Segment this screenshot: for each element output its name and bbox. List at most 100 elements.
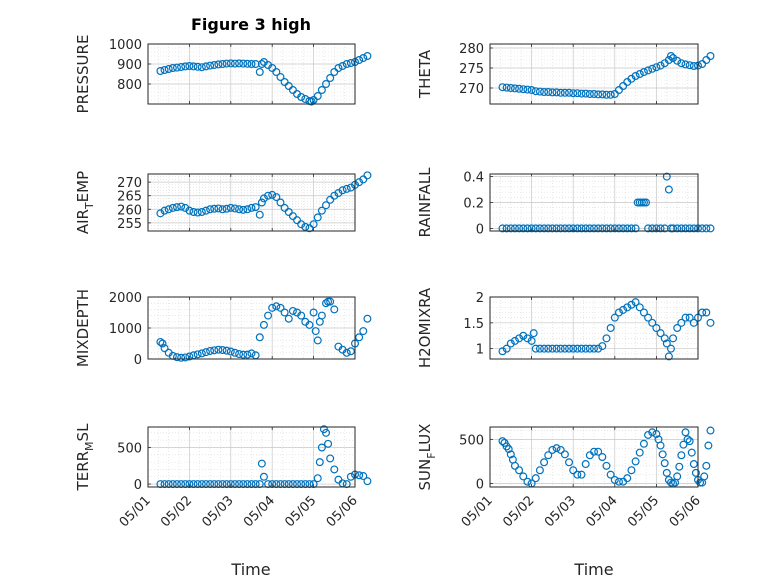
data-point — [214, 204, 223, 213]
data-point — [660, 334, 669, 343]
data-point — [268, 63, 277, 72]
data-point — [594, 90, 603, 99]
data-point — [255, 210, 264, 219]
data-point — [656, 224, 665, 233]
y-tick-label: 500 — [117, 441, 142, 456]
data-point — [527, 224, 536, 233]
data-point — [619, 81, 628, 90]
data-point — [606, 224, 615, 233]
y-tick-label: 265 — [117, 190, 142, 205]
data-point — [635, 448, 644, 457]
data-point — [610, 89, 619, 98]
data-point — [268, 190, 277, 199]
data-point — [656, 441, 665, 450]
data-point — [222, 204, 231, 213]
data-point — [297, 311, 306, 320]
data-point — [581, 460, 590, 469]
chart-panel-rainfall: 0 0.2 0.4 RAINFALL — [416, 167, 715, 237]
data-point — [510, 84, 519, 93]
data-point — [519, 224, 528, 233]
data-point — [210, 60, 219, 69]
y-tick-label: 800 — [117, 78, 142, 93]
data-point — [627, 466, 636, 475]
y-tick-label: 270 — [117, 176, 142, 191]
data-point — [598, 342, 607, 351]
y-tick-label: 275 — [459, 62, 484, 77]
data-point — [276, 72, 285, 81]
data-point — [239, 350, 248, 359]
y-tick-label: 270 — [459, 82, 484, 97]
data-point — [355, 333, 364, 342]
data-point — [523, 477, 532, 486]
data-point — [309, 220, 318, 229]
data-point — [610, 224, 619, 233]
data-point — [276, 198, 285, 207]
data-point — [172, 63, 181, 72]
data-point — [239, 59, 248, 68]
data-point — [581, 344, 590, 353]
axes-frame — [489, 296, 699, 360]
data-point — [669, 224, 678, 233]
chart-panel-mixdepth: 0 1000 2000 MIXDEPTH — [74, 289, 372, 368]
data-point — [359, 327, 368, 336]
y-tick-label: 0 — [134, 353, 142, 368]
x-tick-label: 05/06 — [667, 493, 704, 530]
data-point — [313, 474, 322, 483]
data-point — [510, 461, 519, 470]
y-axis-label: TERRMSL — [74, 423, 96, 492]
y-tick-label: 255 — [117, 217, 142, 232]
data-point — [673, 472, 682, 481]
data-point — [272, 193, 281, 202]
data-point — [181, 62, 190, 71]
data-point — [168, 63, 177, 72]
data-point — [346, 183, 355, 192]
data-point — [569, 344, 578, 353]
data-point — [330, 465, 339, 474]
data-point — [311, 327, 320, 336]
data-point — [602, 334, 611, 343]
data-point — [552, 344, 561, 353]
data-point — [502, 344, 511, 353]
data-point — [644, 313, 653, 322]
data-point — [685, 61, 694, 70]
data-point — [556, 88, 565, 97]
data-point — [569, 224, 578, 233]
data-point — [164, 64, 173, 73]
data-point — [305, 320, 314, 329]
data-point — [197, 349, 206, 358]
data-point — [189, 62, 198, 71]
data-point — [363, 477, 372, 486]
data-point — [243, 350, 252, 359]
data-point — [689, 318, 698, 327]
data-point — [498, 224, 507, 233]
data-point — [355, 55, 364, 64]
data-point — [338, 61, 347, 70]
data-point — [317, 443, 326, 452]
data-point — [326, 454, 335, 463]
data-point — [527, 85, 536, 94]
data-point — [702, 461, 711, 470]
data-point — [324, 439, 333, 448]
data-point — [230, 204, 239, 213]
data-point — [548, 224, 557, 233]
y-axis-label: AIRTEMP — [74, 171, 96, 234]
data-point — [656, 329, 665, 338]
data-point — [156, 337, 165, 346]
data-point — [177, 353, 186, 362]
data-point — [214, 345, 223, 354]
data-point — [235, 350, 244, 359]
data-point — [235, 59, 244, 68]
data-point — [193, 350, 202, 359]
data-point — [317, 206, 326, 215]
data-point — [218, 59, 227, 68]
data-point — [280, 203, 289, 212]
data-point — [664, 185, 673, 194]
data-point — [322, 79, 331, 88]
data-point — [363, 51, 372, 60]
data-point — [573, 344, 582, 353]
data-point — [247, 203, 256, 212]
data-point — [658, 450, 667, 459]
data-point — [210, 204, 219, 213]
data-point — [573, 89, 582, 98]
data-point — [222, 59, 231, 68]
